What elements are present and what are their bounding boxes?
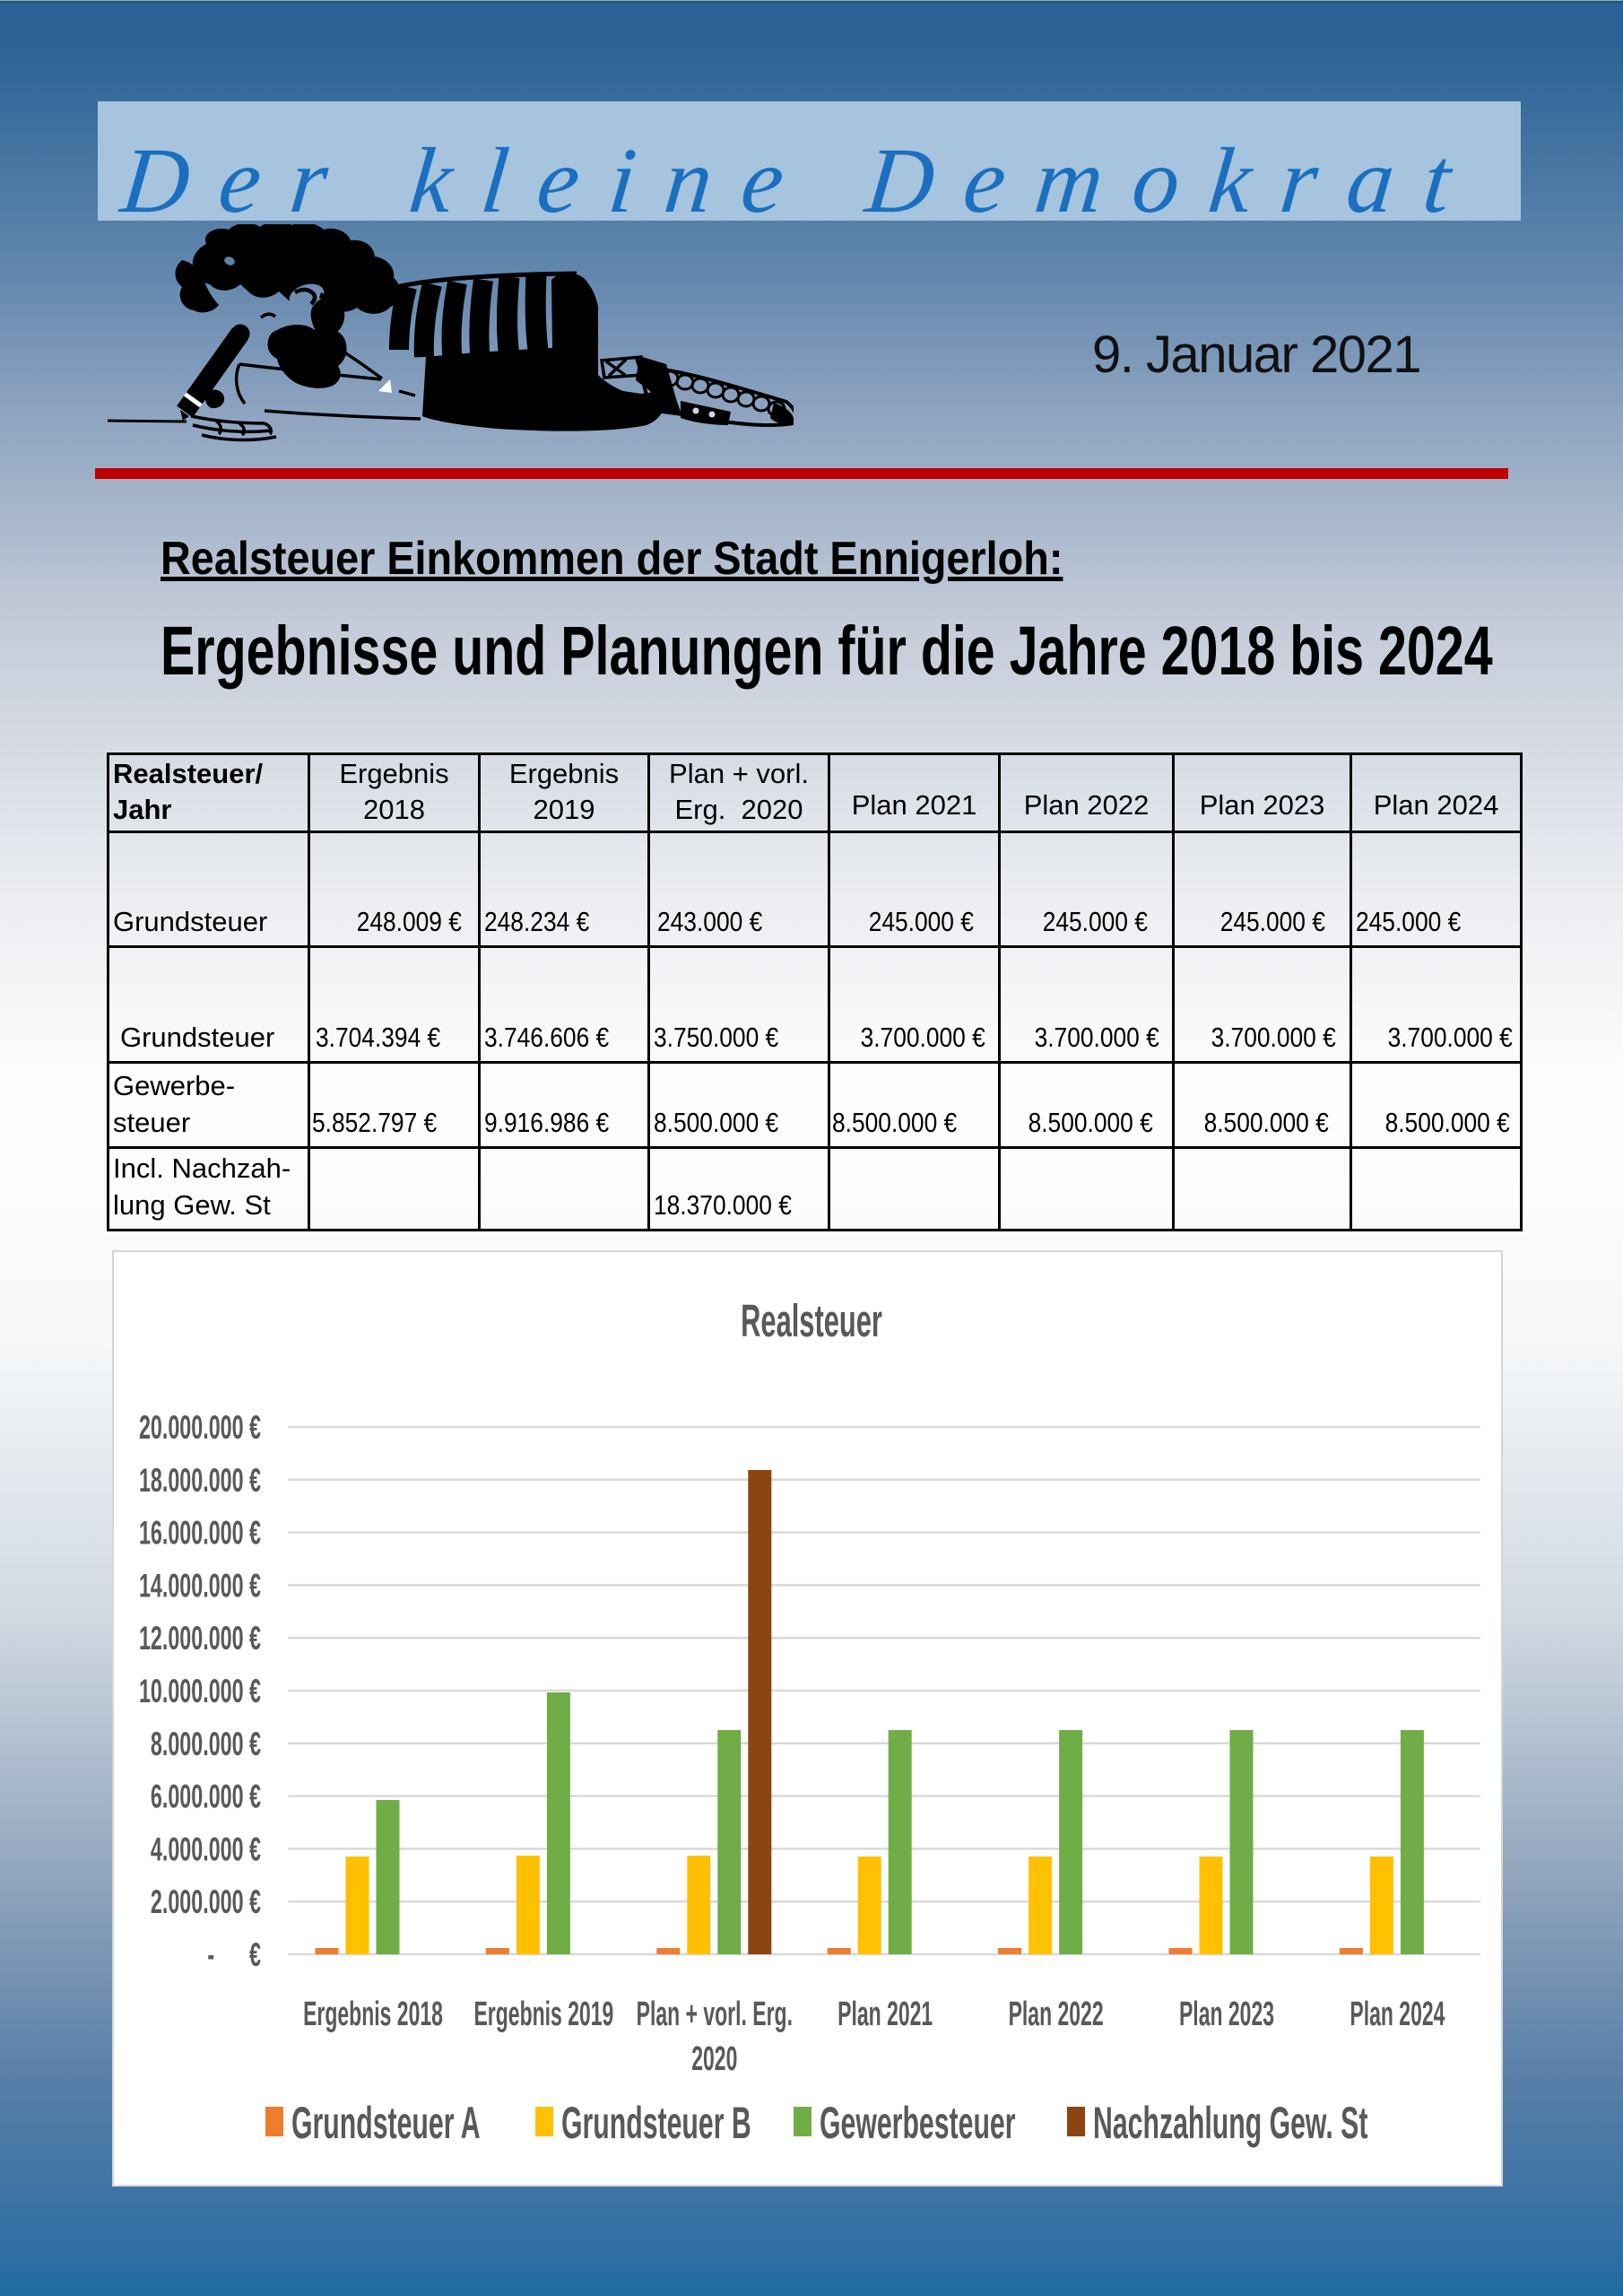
svg-text:4.000.000 €: 4.000.000 € — [151, 1831, 261, 1868]
svg-text:12.000.000 €: 12.000.000 € — [139, 1620, 261, 1657]
svg-text:8.000.000 €: 8.000.000 € — [151, 1725, 261, 1762]
svg-text:Ergebnis 2018: Ergebnis 2018 — [303, 1995, 443, 2032]
svg-text:2.000.000 €: 2.000.000 € — [151, 1883, 261, 1921]
svg-text:Realsteuer: Realsteuer — [741, 1295, 882, 1346]
svg-text:16.000.000 €: 16.000.000 € — [139, 1514, 261, 1552]
svg-text:Plan 2021: Plan 2021 — [838, 1995, 933, 2032]
svg-text:6.000.000 €: 6.000.000 € — [151, 1778, 261, 1815]
svg-text:Plan 2024: Plan 2024 — [1350, 1995, 1445, 2032]
svg-text:Nachzahlung Gew. St: Nachzahlung Gew. St — [1093, 2098, 1368, 2148]
svg-text:Gewerbesteuer: Gewerbesteuer — [820, 2098, 1016, 2148]
svg-text:2020: 2020 — [691, 2039, 737, 2077]
svg-text:10.000.000 €: 10.000.000 € — [139, 1672, 261, 1709]
svg-text:- €: - € — [207, 1935, 261, 1973]
svg-text:Plan 2022: Plan 2022 — [1009, 1995, 1104, 2032]
svg-text:18.000.000 €: 18.000.000 € — [139, 1461, 261, 1499]
svg-text:Grundsteuer A: Grundsteuer A — [291, 2098, 481, 2148]
svg-text:Grundsteuer B: Grundsteuer B — [561, 2098, 751, 2148]
svg-text:Ergebnis 2019: Ergebnis 2019 — [473, 1995, 613, 2032]
svg-text:14.000.000 €: 14.000.000 € — [139, 1567, 261, 1605]
svg-text:20.000.000 €: 20.000.000 € — [139, 1408, 261, 1446]
svg-text:Plan + vorl. Erg.: Plan + vorl. Erg. — [637, 1995, 793, 2032]
svg-text:Plan 2023: Plan 2023 — [1179, 1995, 1274, 2032]
